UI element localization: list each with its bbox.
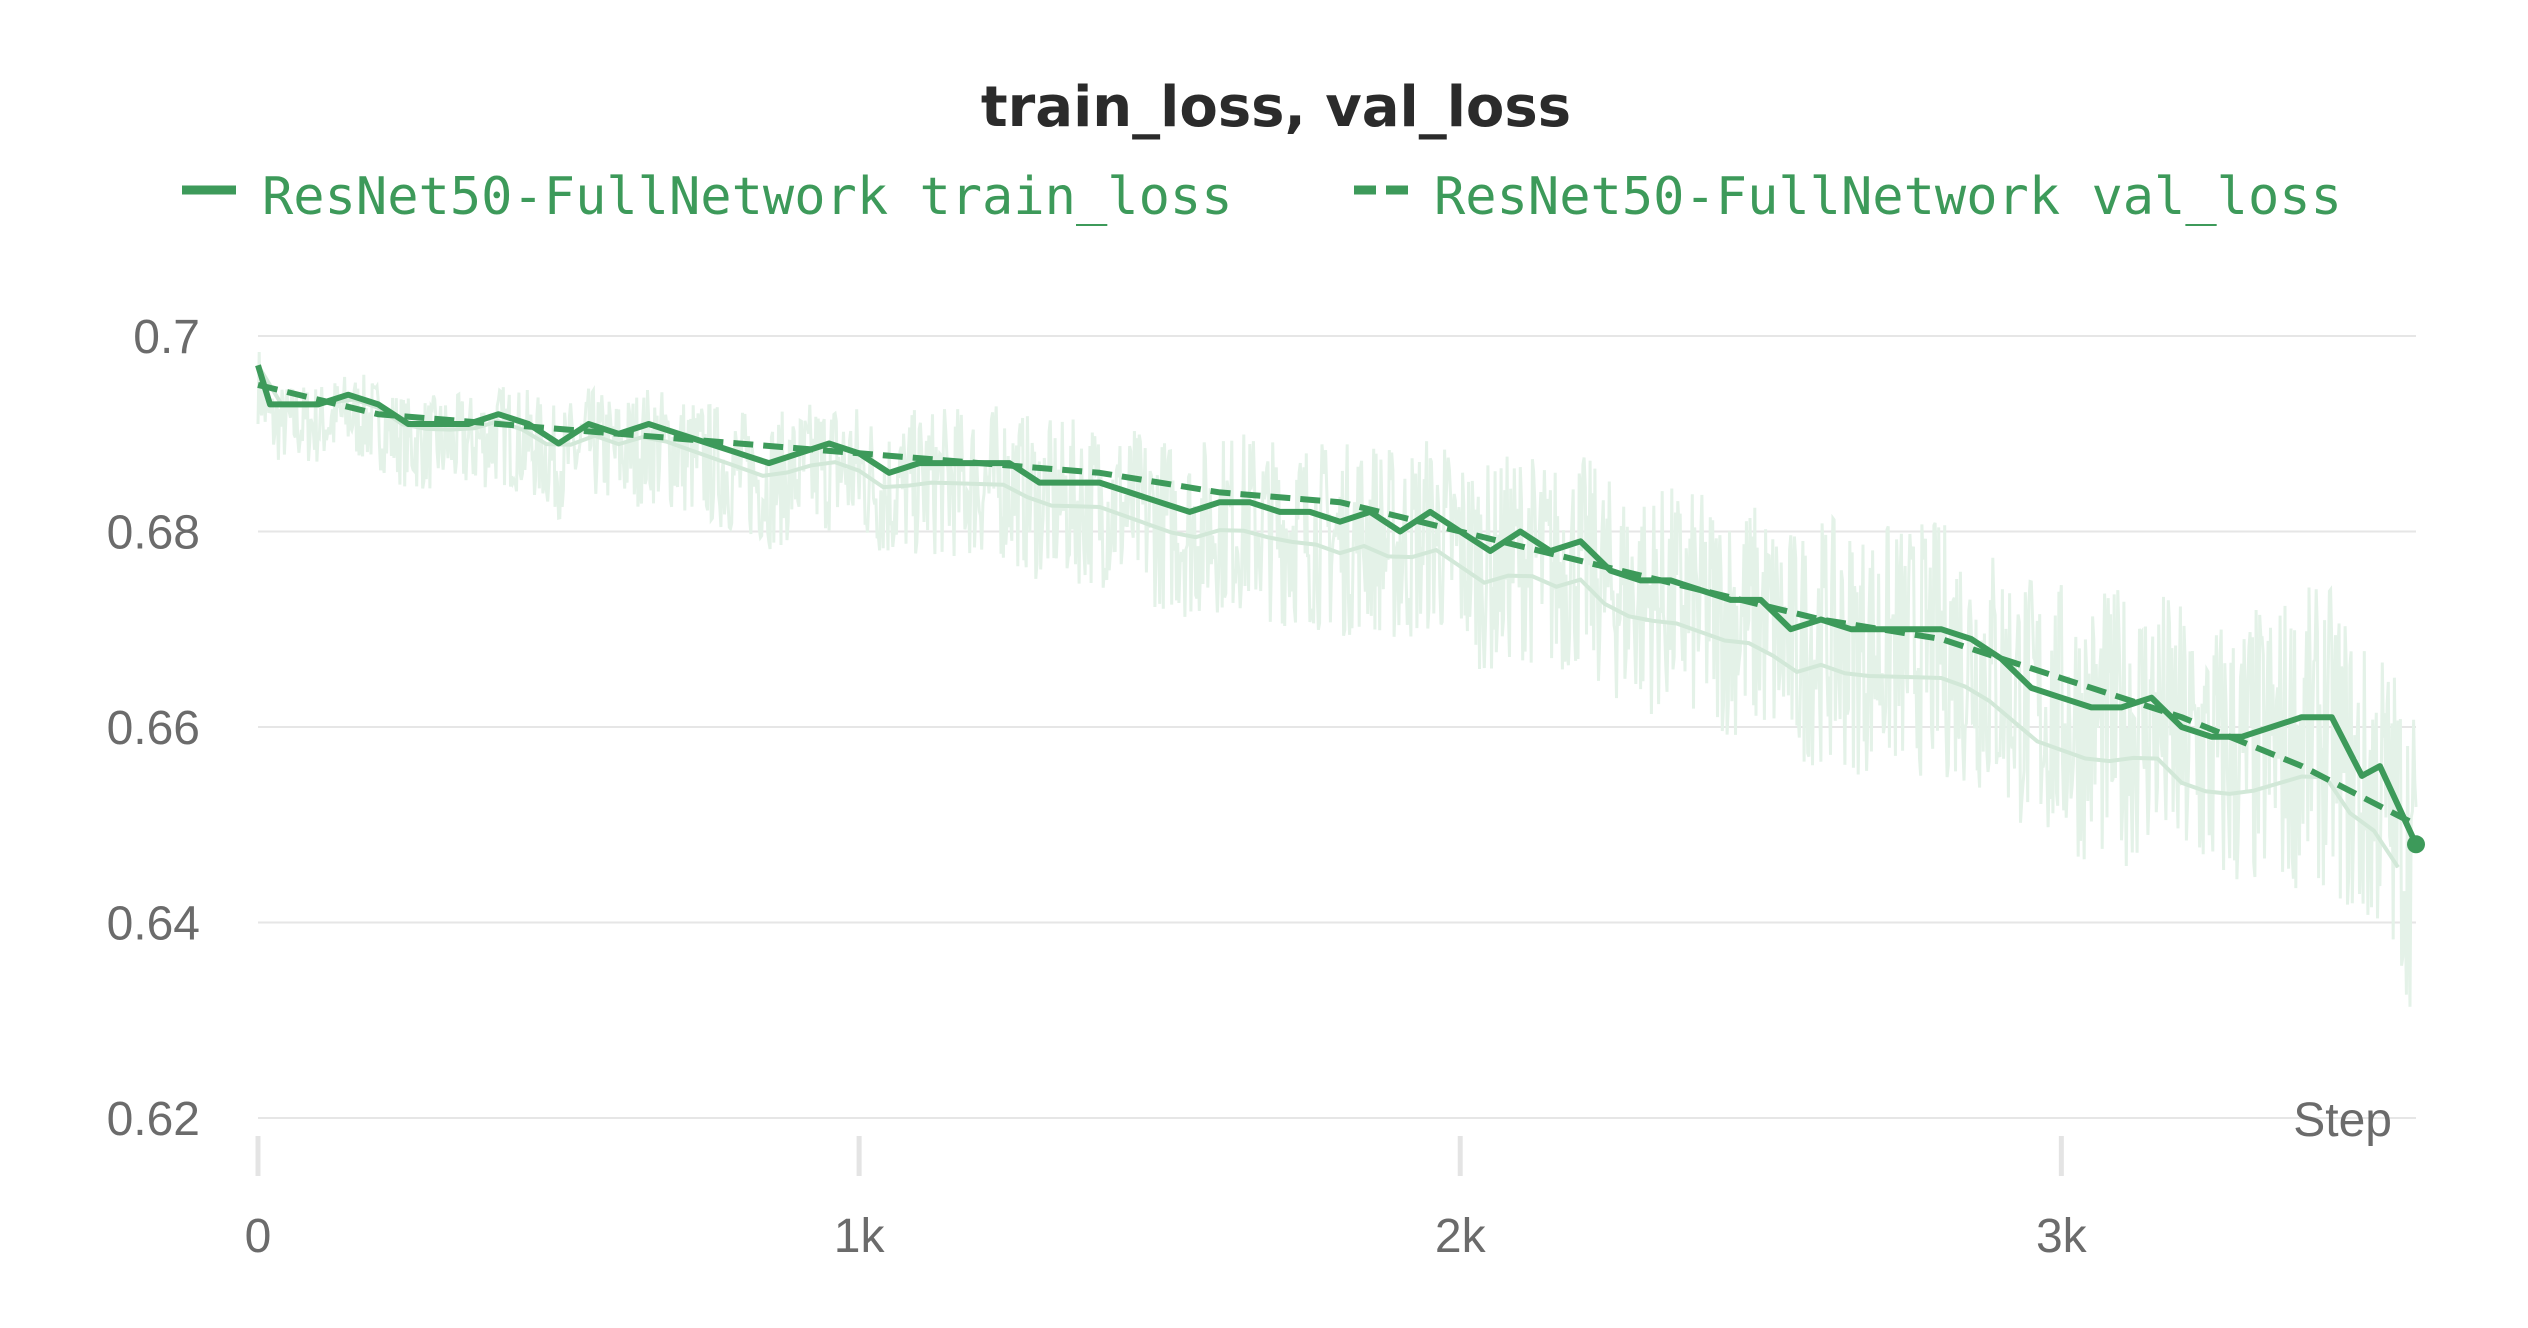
- raw-train-loss: [256, 351, 2418, 1007]
- y-tick-label-3: 0.68: [107, 507, 200, 560]
- series-line-0: [255, 364, 2419, 846]
- series-0-point-58: [1968, 636, 1975, 643]
- series-0-point-70: [2328, 714, 2335, 721]
- series-0-point-5: [375, 401, 382, 408]
- series-0-point-60: [2028, 684, 2035, 691]
- series-0-point-66: [2208, 733, 2215, 740]
- series-0-point-2: [291, 401, 298, 408]
- series-0-point-68: [2268, 724, 2275, 731]
- series-1-point-18: [2413, 821, 2420, 828]
- series-0-point-32: [1186, 508, 1193, 515]
- series-0-point-61: [2058, 694, 2065, 701]
- series-0-point-9: [495, 411, 502, 418]
- series-0-point-74: [2407, 835, 2425, 854]
- series-1-point-17: [2298, 763, 2305, 770]
- chart-title: train_loss, val_loss: [981, 75, 1571, 140]
- series-0-point-6: [405, 420, 412, 427]
- y-axis-ticks: 0.62 0.64 0.66 0.68 0.7: [107, 311, 200, 1146]
- series-1-point-9: [1337, 499, 1344, 506]
- series-0-point-17: [735, 450, 742, 457]
- series-1-point-15: [2058, 675, 2065, 682]
- series-0-point-29: [1096, 479, 1103, 486]
- series-0-point-18: [765, 460, 772, 467]
- series-0-point-52: [1787, 626, 1794, 633]
- series-1-point-8: [1216, 489, 1223, 496]
- series-0-point-51: [1757, 596, 1764, 603]
- series-1-point-7: [1096, 469, 1103, 476]
- series-0-point-63: [2118, 704, 2125, 711]
- series-1-point-16: [2178, 714, 2185, 721]
- legend: ResNet50-FullNetwork train_loss ResNet50…: [182, 167, 2342, 227]
- series-0-point-30: [1126, 489, 1133, 496]
- series-0-point-35: [1276, 508, 1283, 515]
- series-0-point-57: [1938, 626, 1945, 633]
- y-tick-label-2: 0.66: [107, 702, 200, 755]
- series-1-point-4: [735, 440, 742, 447]
- series-0-point-55: [1878, 626, 1885, 633]
- series-0-point-12: [585, 420, 592, 427]
- series-1-point-0: [255, 381, 262, 388]
- series-0-point-73: [2394, 802, 2401, 809]
- series-0-point-11: [555, 440, 562, 447]
- series-0-point-0: [255, 362, 262, 369]
- x-axis-ticks: 0 1k 2k 3k: [245, 1136, 2088, 1263]
- raw-noise-band: [256, 351, 2418, 1007]
- series-0-point-72: [2376, 763, 2383, 770]
- series-0-point-40: [1427, 508, 1434, 515]
- series-1-point-5: [856, 450, 863, 457]
- series-0-point-1: [267, 401, 274, 408]
- y-tick-label-0: 0.62: [107, 1093, 200, 1146]
- series-1-point-6: [976, 460, 983, 467]
- series-1-point-3: [615, 430, 622, 437]
- series-1-point-1: [375, 411, 382, 418]
- series-0-point-36: [1306, 508, 1313, 515]
- series-1-point-11: [1577, 557, 1584, 564]
- series-0-point-4: [345, 391, 352, 398]
- series-1-point-12: [1697, 587, 1704, 594]
- series-0-point-54: [1847, 626, 1854, 633]
- series-0-point-39: [1397, 528, 1404, 535]
- series-0-point-43: [1517, 528, 1524, 535]
- series-0-point-37: [1337, 518, 1344, 525]
- x-tick-label-0: 0: [245, 1210, 272, 1263]
- series-line-1: [257, 381, 2418, 828]
- series-0-point-56: [1908, 626, 1915, 633]
- y-tick-label-1: 0.64: [107, 898, 200, 951]
- series-1-point-2: [495, 420, 502, 427]
- series-0-point-33: [1216, 499, 1223, 506]
- series-0-point-31: [1156, 499, 1163, 506]
- series-0-point-42: [1487, 548, 1494, 555]
- series-0-point-14: [645, 420, 652, 427]
- series-0-point-20: [826, 440, 833, 447]
- x-tick-label-3: 3k: [2036, 1210, 2088, 1263]
- series-1-point-13: [1817, 616, 1824, 623]
- series-0-point-22: [886, 469, 893, 476]
- series-0-point-62: [2088, 704, 2095, 711]
- series-0-point-71: [2358, 772, 2365, 779]
- series-0-point-34: [1246, 499, 1253, 506]
- series-0-point-64: [2148, 694, 2155, 701]
- x-tick-label-2: 2k: [1435, 1210, 1487, 1263]
- series-lines: [255, 362, 2425, 854]
- x-axis-label: Step: [2293, 1094, 2392, 1147]
- series-1-point-14: [1938, 636, 1945, 643]
- y-tick-label-4: 0.7: [133, 311, 200, 364]
- series-0-point-28: [1066, 479, 1073, 486]
- x-tick-label-1: 1k: [834, 1210, 886, 1263]
- series-0-point-45: [1577, 538, 1584, 545]
- series-0-point-69: [2298, 714, 2305, 721]
- legend-label-train-loss: ResNet50-FullNetwork train_loss: [262, 167, 1233, 227]
- series-0-point-27: [1036, 479, 1043, 486]
- raw-trend: [256, 364, 2400, 869]
- series-1-point-10: [1457, 528, 1464, 535]
- legend-label-val-loss: ResNet50-FullNetwork val_loss: [1434, 167, 2342, 227]
- series-0-point-65: [2178, 724, 2185, 731]
